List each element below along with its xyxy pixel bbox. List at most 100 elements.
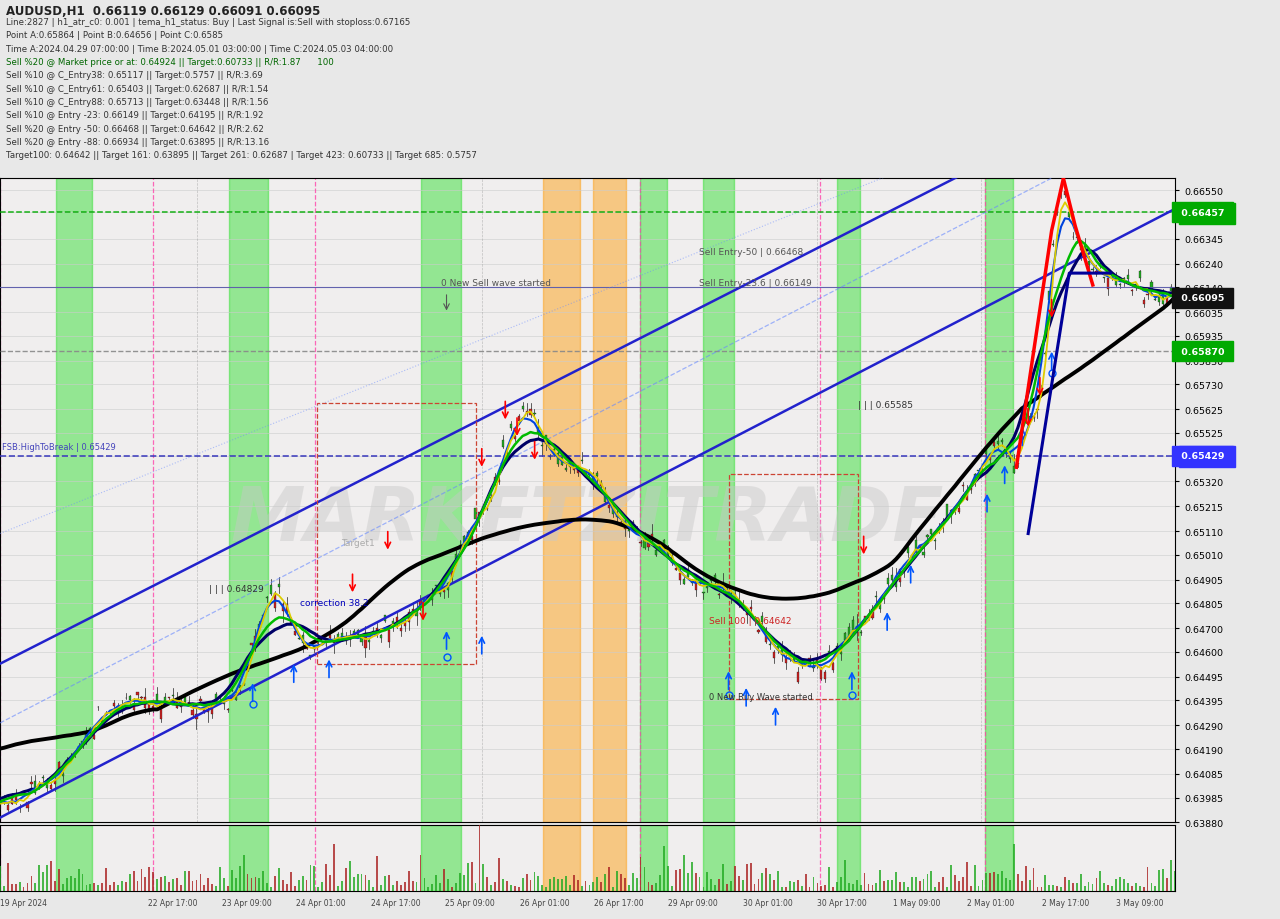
Bar xyxy=(703,825,735,891)
Bar xyxy=(522,879,524,891)
Bar xyxy=(710,879,712,891)
Bar xyxy=(471,536,472,541)
Bar xyxy=(1009,880,1011,891)
Bar xyxy=(769,875,771,891)
Bar xyxy=(1147,868,1148,891)
Bar xyxy=(722,865,724,891)
Bar xyxy=(596,473,599,477)
Bar xyxy=(10,884,13,891)
Bar xyxy=(200,874,201,891)
Bar xyxy=(659,546,662,551)
Bar xyxy=(19,807,20,808)
Bar xyxy=(396,618,398,622)
Bar xyxy=(549,457,552,458)
Bar xyxy=(684,855,685,891)
Text: 0.66095: 0.66095 xyxy=(1178,294,1228,303)
Bar xyxy=(553,878,556,891)
Text: Target100: 0.64642 || Target 161: 0.63895 || Target 261: 0.62687 | Target 423: 0: Target100: 0.64642 || Target 161: 0.6389… xyxy=(6,151,477,160)
Bar xyxy=(1096,271,1097,275)
Bar xyxy=(1080,874,1082,891)
Bar xyxy=(809,659,810,662)
Bar xyxy=(388,875,390,891)
Bar xyxy=(239,867,241,891)
Bar xyxy=(506,453,508,459)
Bar xyxy=(234,695,237,699)
Bar xyxy=(1111,274,1114,275)
Bar xyxy=(502,441,504,448)
Bar xyxy=(927,536,928,538)
Bar xyxy=(1076,883,1078,891)
Bar xyxy=(773,652,776,658)
Text: 30 Apr 01:00: 30 Apr 01:00 xyxy=(742,898,792,907)
Bar xyxy=(612,888,614,891)
Bar xyxy=(152,872,154,891)
Bar xyxy=(101,719,104,722)
Bar xyxy=(349,861,351,891)
Bar xyxy=(168,881,170,891)
Bar xyxy=(460,873,461,891)
Bar xyxy=(234,879,237,891)
Bar xyxy=(781,887,783,891)
Bar xyxy=(145,698,146,709)
Bar xyxy=(1103,883,1105,891)
Bar xyxy=(832,887,835,891)
Bar xyxy=(1084,245,1085,253)
Bar xyxy=(454,883,457,891)
Bar xyxy=(188,871,189,891)
Bar xyxy=(129,874,131,891)
Bar xyxy=(919,881,920,891)
Bar xyxy=(883,595,886,599)
Bar xyxy=(207,878,209,891)
Bar xyxy=(82,874,83,891)
Bar xyxy=(887,879,890,891)
Bar xyxy=(200,699,201,701)
Bar xyxy=(1092,884,1093,891)
Bar xyxy=(148,867,150,891)
Bar xyxy=(915,878,916,891)
Bar xyxy=(412,880,413,891)
Bar xyxy=(895,871,897,891)
Bar xyxy=(568,885,571,891)
Text: Time A:2024.04.29 07:00:00 | Time B:2024.05.01 03:00:00 | Time C:2024.05.03 04:0: Time A:2024.04.29 07:00:00 | Time B:2024… xyxy=(6,44,393,53)
Bar xyxy=(431,884,433,891)
Bar xyxy=(310,866,311,891)
Bar xyxy=(188,703,189,705)
Bar xyxy=(836,646,838,647)
Bar xyxy=(993,443,996,447)
Bar xyxy=(636,879,637,891)
Bar xyxy=(899,882,901,891)
Bar xyxy=(86,885,87,891)
Bar xyxy=(65,879,68,891)
Text: 3 May 09:00: 3 May 09:00 xyxy=(1116,898,1164,907)
Bar xyxy=(38,784,41,786)
Bar xyxy=(1170,860,1172,891)
Bar xyxy=(1044,354,1047,355)
Text: 19 Apr 2024: 19 Apr 2024 xyxy=(0,898,47,907)
Bar xyxy=(333,845,335,891)
Text: 0.66457: 0.66457 xyxy=(1178,209,1228,218)
Bar xyxy=(970,488,972,491)
Bar xyxy=(1119,284,1121,286)
Bar xyxy=(545,887,547,891)
Bar xyxy=(792,655,795,662)
Bar xyxy=(1079,249,1082,251)
Bar xyxy=(627,528,630,531)
Bar xyxy=(384,616,387,621)
Bar xyxy=(974,866,975,891)
Bar xyxy=(380,885,383,891)
Bar xyxy=(837,179,860,823)
Bar xyxy=(927,875,928,891)
Bar xyxy=(266,596,269,598)
Bar xyxy=(640,825,667,891)
Bar xyxy=(785,887,787,891)
Bar xyxy=(207,709,210,712)
Bar xyxy=(97,885,99,891)
Bar xyxy=(35,882,36,891)
Bar xyxy=(797,879,799,891)
Bar xyxy=(424,599,425,605)
Bar xyxy=(1096,879,1097,891)
Text: 26 Apr 01:00: 26 Apr 01:00 xyxy=(520,898,570,907)
Bar xyxy=(15,884,17,891)
Bar xyxy=(1158,298,1161,302)
Bar xyxy=(211,884,214,891)
